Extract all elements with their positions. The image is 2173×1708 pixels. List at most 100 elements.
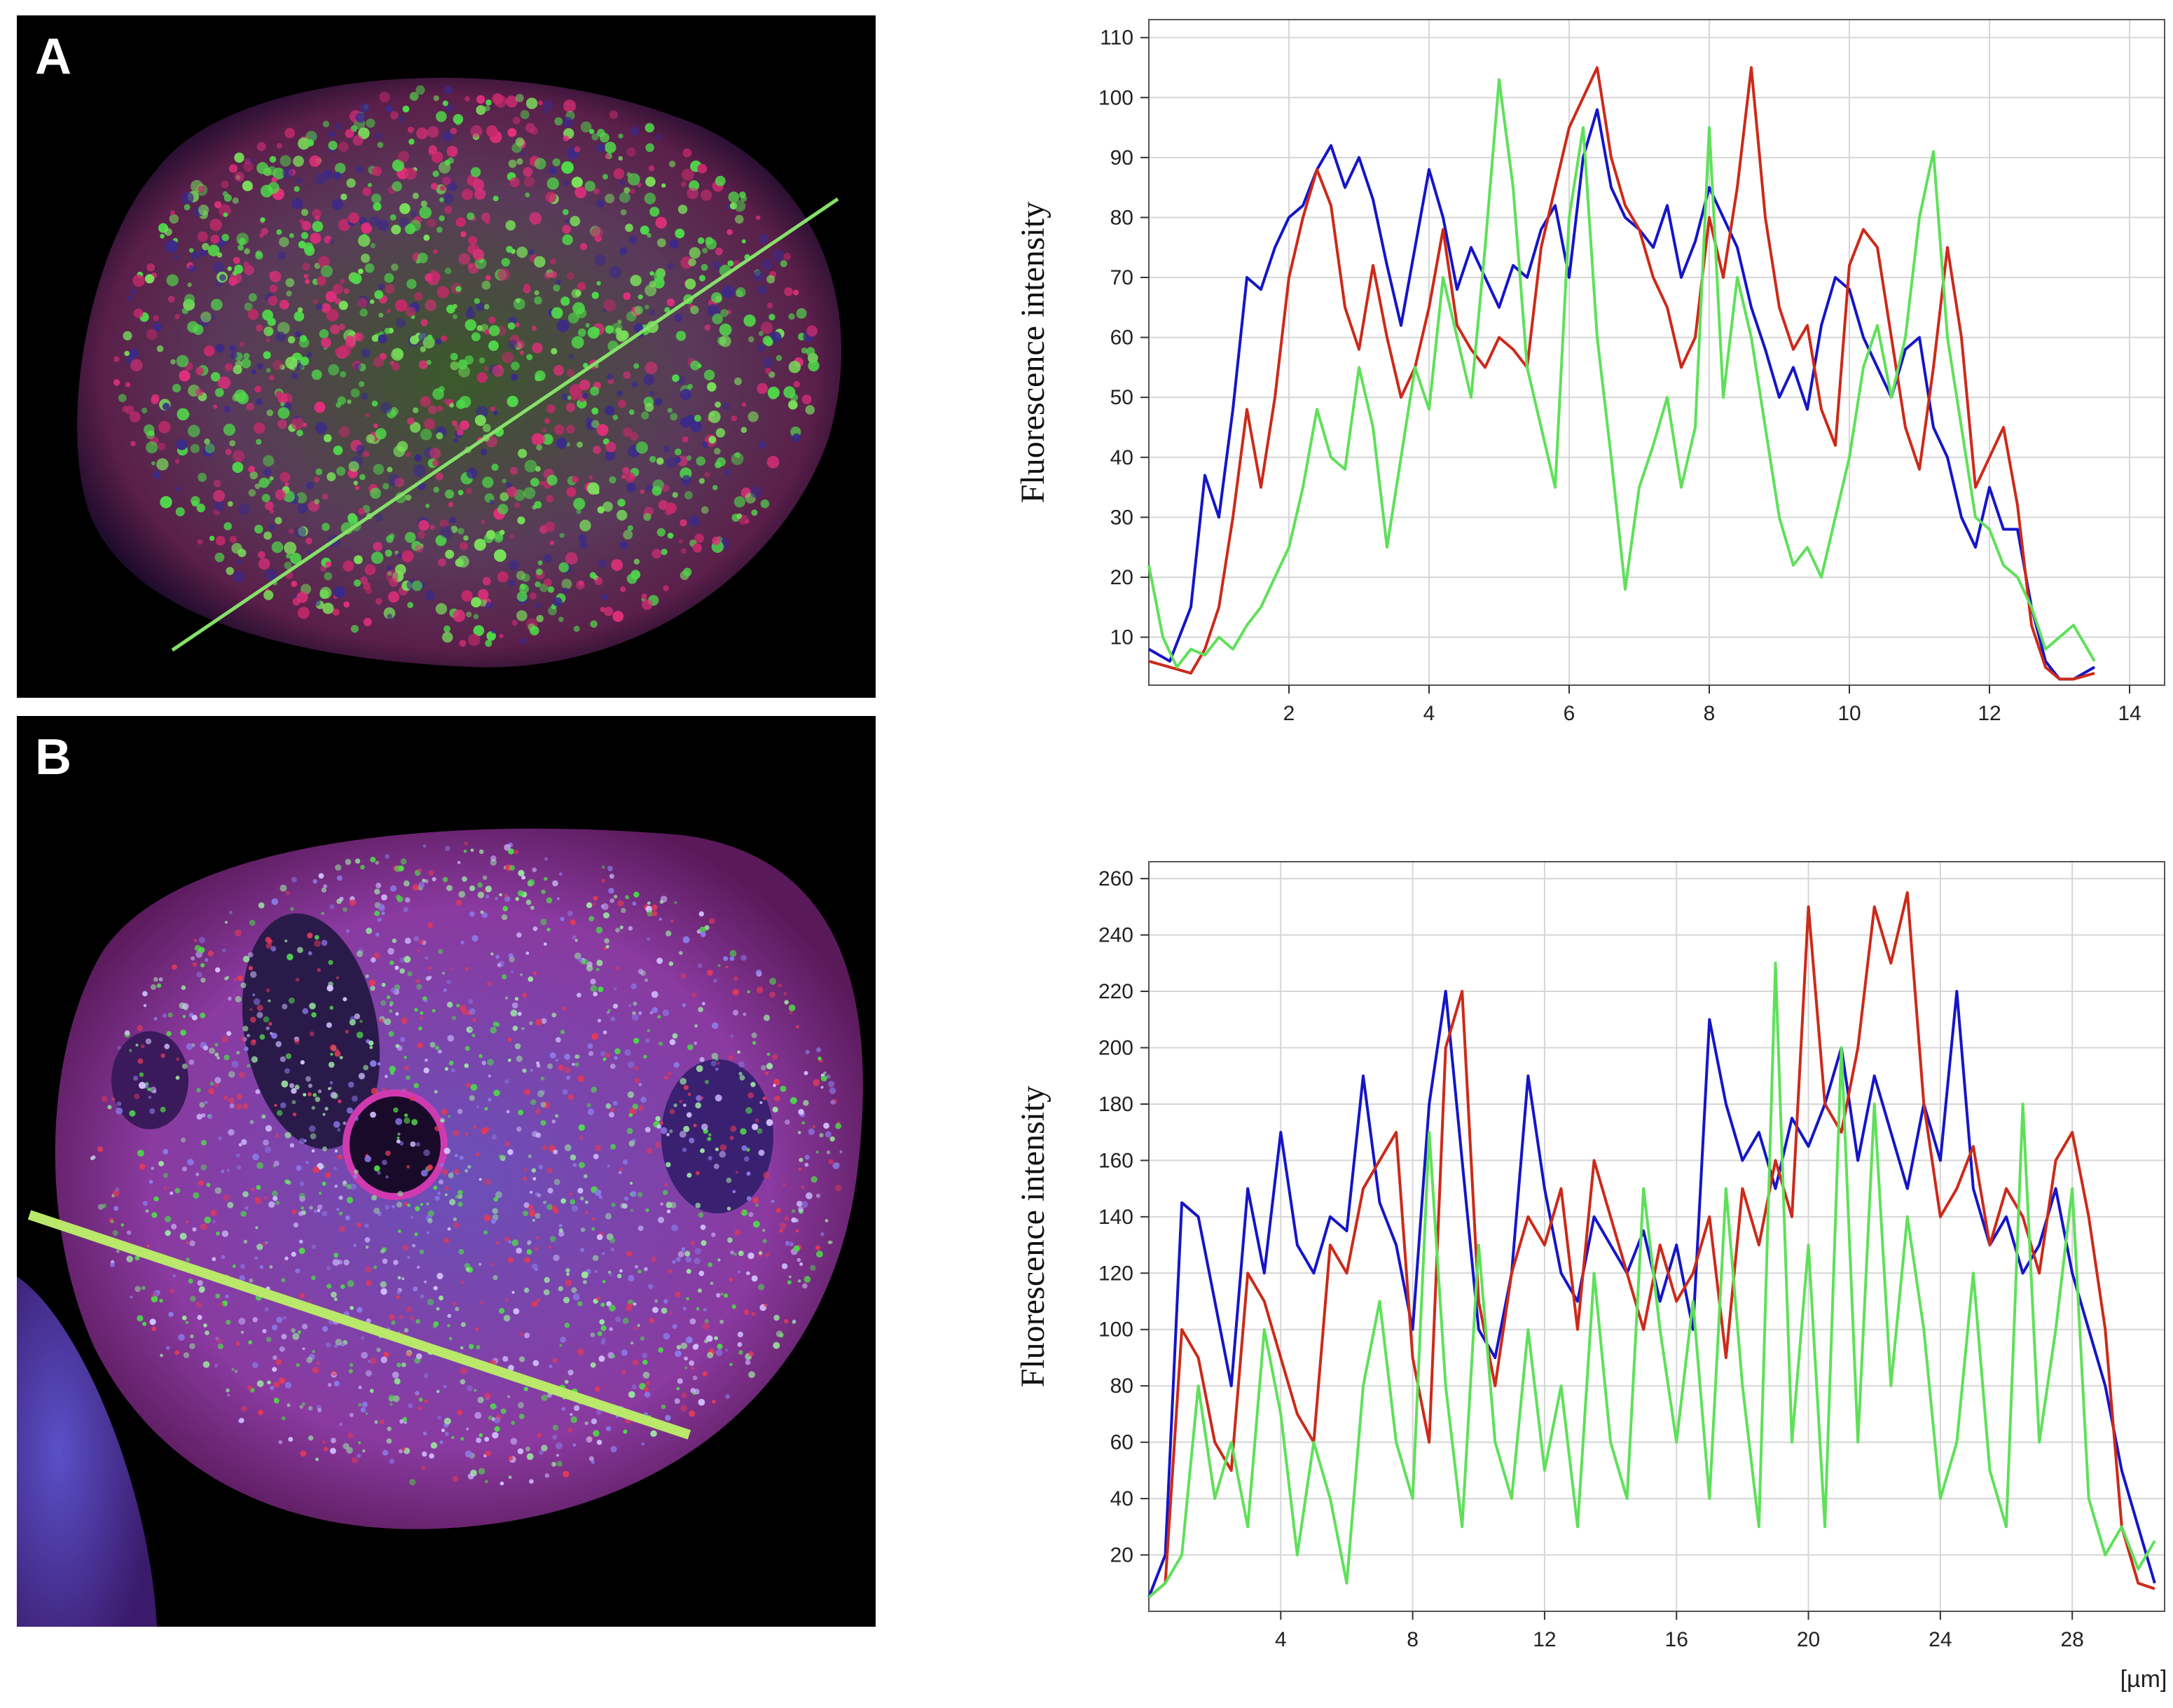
speck [137, 1315, 144, 1322]
speck [399, 217, 409, 227]
speck [382, 1258, 388, 1265]
speck [801, 1121, 805, 1125]
speck [713, 979, 717, 983]
speck [630, 1341, 634, 1345]
speck [572, 1443, 577, 1447]
speck [511, 1002, 518, 1009]
speck [399, 203, 411, 214]
speck [338, 301, 348, 310]
speck [609, 1304, 616, 1312]
speck [280, 155, 291, 167]
speck [650, 1430, 657, 1437]
speck [312, 879, 317, 884]
speck [224, 363, 233, 371]
speck [590, 978, 596, 985]
speck [509, 177, 520, 188]
speck [197, 1280, 203, 1286]
speck [579, 1196, 584, 1201]
speck [482, 875, 488, 881]
speck [354, 1013, 360, 1019]
speck [438, 949, 443, 954]
speck [716, 457, 726, 467]
speck [144, 424, 155, 436]
speck [640, 1096, 647, 1103]
speck [177, 408, 190, 421]
speck [240, 1330, 244, 1334]
speck [481, 1127, 488, 1135]
speck [244, 302, 253, 311]
speck [825, 1219, 829, 1223]
speck [780, 260, 787, 268]
speck [405, 451, 411, 457]
speck [297, 607, 310, 619]
speck [453, 609, 466, 622]
speck [499, 1308, 505, 1314]
speck [236, 1165, 242, 1170]
speck [587, 326, 600, 339]
speck [142, 991, 148, 997]
speck [600, 1302, 605, 1307]
speck [630, 126, 640, 137]
speck [772, 1106, 778, 1113]
speck [226, 1169, 230, 1172]
speck [276, 143, 282, 149]
speck [346, 178, 356, 188]
speck [550, 259, 556, 265]
speck [619, 247, 628, 256]
speck [572, 1163, 577, 1167]
speck [600, 132, 609, 143]
speck [655, 1141, 661, 1148]
speck [472, 1017, 476, 1022]
speck [334, 163, 346, 174]
speck [549, 1364, 553, 1369]
speck [420, 428, 432, 441]
speck [130, 1295, 133, 1299]
speck [353, 1244, 357, 1247]
speck [433, 1286, 438, 1290]
speck [746, 1271, 750, 1276]
speck [522, 1176, 527, 1181]
speck [729, 1363, 733, 1366]
speck [525, 900, 532, 905]
speck [655, 1116, 661, 1122]
speck [196, 1113, 202, 1120]
speck [485, 1450, 491, 1457]
speck [229, 440, 236, 447]
speck [725, 1393, 730, 1399]
speck [620, 586, 626, 593]
speck [604, 938, 609, 944]
speck [660, 1202, 663, 1206]
speck [574, 1405, 580, 1412]
speck [452, 1302, 456, 1306]
speck [586, 417, 593, 425]
speck [381, 982, 386, 987]
speck [207, 245, 220, 256]
speck [188, 248, 194, 253]
speck [574, 186, 587, 199]
speck [715, 401, 722, 408]
speck [488, 325, 500, 336]
speck [236, 560, 242, 565]
speck [476, 1152, 480, 1157]
speck [546, 897, 553, 904]
speck [597, 1331, 602, 1337]
speck [535, 1019, 543, 1026]
speck [403, 1056, 407, 1059]
speck [536, 568, 543, 576]
speck [221, 1255, 226, 1259]
speck [477, 1396, 484, 1403]
speck [706, 1335, 713, 1342]
speck [683, 1103, 687, 1107]
speck [436, 286, 449, 298]
speck [401, 1017, 408, 1024]
speck [427, 922, 434, 928]
speck [524, 1257, 530, 1263]
speck [198, 472, 207, 482]
speck [513, 1308, 520, 1314]
speck [334, 1149, 338, 1153]
speck [623, 371, 631, 379]
speck [573, 626, 580, 632]
speck [324, 1107, 329, 1111]
speck [505, 996, 509, 1000]
speck [150, 1087, 157, 1094]
